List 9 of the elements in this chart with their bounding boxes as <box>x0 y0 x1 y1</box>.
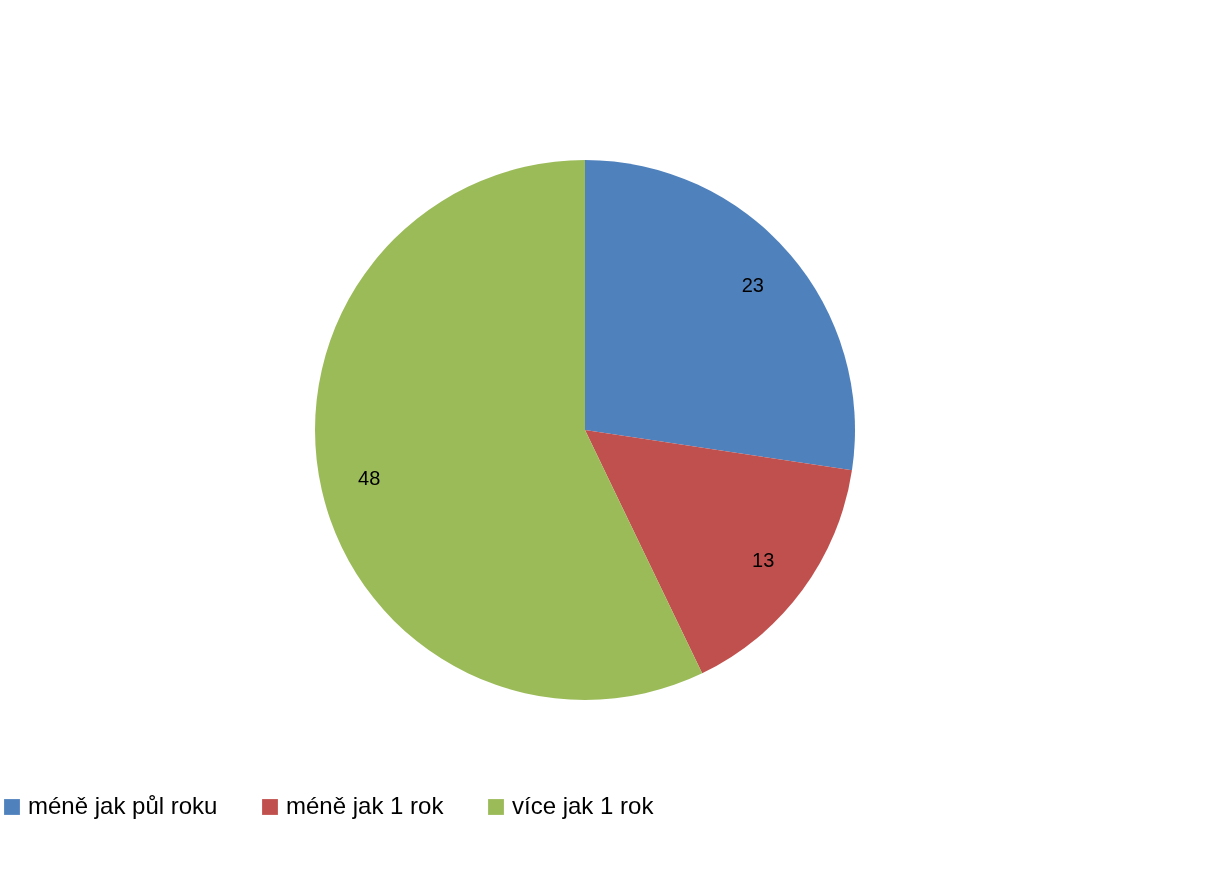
legend-label: více jak 1 rok <box>512 792 655 819</box>
legend-label: méně jak půl roku <box>28 792 218 819</box>
data-label: 48 <box>358 467 381 490</box>
legend-label: méně jak 1 rok <box>286 792 445 819</box>
pie-slice <box>585 160 855 471</box>
pie-slice <box>585 430 852 674</box>
pie-slice <box>315 160 703 700</box>
data-label: 13 <box>752 549 775 572</box>
data-label: 23 <box>741 273 764 296</box>
